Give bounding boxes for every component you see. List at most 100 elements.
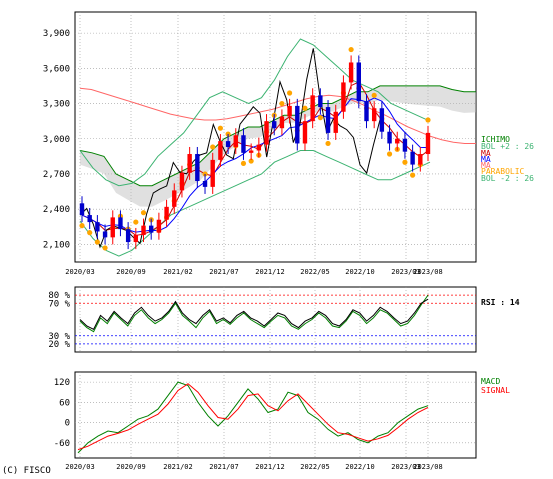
candle-body — [87, 215, 92, 223]
parabolic-dot — [371, 92, 377, 98]
macd-y-tick: 0 — [65, 419, 70, 429]
candle-body — [402, 138, 408, 152]
candle-body — [149, 225, 154, 233]
parabolic-dot — [140, 210, 147, 216]
parabolic-dot — [425, 117, 431, 123]
price-legend-entry: BOL -2 : 26 — [481, 174, 534, 183]
rsi-series-b — [79, 294, 429, 333]
candle-body — [302, 121, 308, 144]
parabolic-dot — [386, 151, 393, 157]
parabolic-dot — [133, 219, 139, 225]
candle-body — [164, 206, 169, 220]
candle-body — [418, 154, 423, 165]
candle-body — [133, 235, 139, 243]
bollinger-upper-line — [79, 38, 431, 187]
candle-body — [264, 121, 269, 145]
candle-body — [425, 132, 431, 155]
candle-body — [341, 82, 346, 112]
parabolic-dot — [279, 100, 285, 107]
rsi-frame — [74, 286, 477, 353]
candle-body — [279, 116, 285, 129]
candle-body — [179, 172, 185, 191]
macd-y-tick: -60 — [54, 439, 70, 449]
candle-body — [348, 62, 354, 83]
candle-body — [325, 107, 331, 133]
price-x-tick: 2020/03 — [65, 268, 95, 276]
price-x-tick: 2022/10 — [345, 268, 375, 276]
parabolic-dot — [217, 125, 223, 131]
price-x-tick: 2020/09 — [116, 268, 146, 276]
parabolic-dot — [402, 159, 408, 165]
macd-legend: MACD — [481, 377, 500, 386]
parabolic-dot — [94, 239, 100, 245]
signal-legend: SIGNAL — [481, 386, 510, 395]
candle-body — [310, 95, 315, 122]
price-y-tick: 2,100 — [43, 240, 70, 250]
candle-body — [102, 231, 108, 238]
candle-body — [156, 219, 162, 233]
parabolic-dot — [325, 140, 331, 147]
candle-body — [395, 138, 400, 144]
ichimoku-span-line — [79, 85, 476, 187]
macd-x-tick: 2021/02 — [163, 463, 193, 471]
price-legend-entry: ICHIMO — [481, 135, 510, 144]
candle-body — [118, 217, 123, 230]
parabolic-dot — [410, 172, 416, 178]
price-legend-entry: MA — [481, 149, 491, 158]
candle-body — [256, 144, 262, 151]
parabolic-dot — [79, 223, 85, 229]
macd-x-tick: 2022/05 — [300, 463, 330, 471]
rsi-series-a — [79, 298, 429, 330]
macd-x-tick: 2022/10 — [345, 463, 375, 471]
rsi-y-tick: 70 % — [48, 299, 70, 309]
candle-body — [110, 217, 115, 238]
candle-body — [172, 190, 177, 207]
parabolic-dot — [210, 144, 216, 150]
price-y-tick: 2,400 — [43, 205, 70, 215]
candle-body — [364, 101, 369, 122]
candle-body — [210, 159, 215, 187]
candle-body — [333, 111, 338, 133]
price-y-tick: 3,600 — [43, 64, 70, 74]
macd-x-tick: 2020/03 — [65, 463, 95, 471]
price-legend-entry: MA — [481, 161, 491, 170]
macd-x-tick: 2021/07 — [209, 463, 239, 471]
price-y-tick: 2,700 — [43, 170, 70, 180]
parabolic-dot — [248, 158, 254, 164]
candle-body — [225, 141, 231, 147]
macd-frame — [74, 371, 477, 459]
candle-body — [95, 222, 100, 232]
ichimoku-cloud — [80, 85, 476, 207]
candle-body — [202, 181, 208, 187]
candle-body — [410, 151, 415, 165]
price-legend-entry: PARABOLIC — [481, 167, 525, 176]
candle-body — [141, 225, 146, 236]
parabolic-dot — [348, 46, 354, 53]
copyright-text: (C) FISCO — [2, 466, 51, 476]
candle-body — [195, 154, 200, 182]
parabolic-dot — [302, 105, 308, 111]
parabolic-dot — [87, 230, 93, 236]
price-legend-entry: BOL +2 : 26 — [481, 142, 534, 151]
candle-body — [287, 105, 292, 117]
macd-y-tick: 60 — [59, 398, 70, 408]
candle-body — [371, 108, 377, 122]
macd-x-tick: 2020/09 — [116, 463, 146, 471]
macd-x-tick: 2023/08 — [413, 463, 443, 471]
price-x-tick: 2021/07 — [209, 268, 239, 276]
price-x-tick: 2021/12 — [255, 268, 285, 276]
parabolic-dot — [240, 160, 247, 167]
price-y-tick: 3,300 — [43, 100, 70, 110]
rsi-y-tick: 20 % — [48, 340, 70, 350]
candle-body — [356, 62, 361, 102]
price-x-tick: 2023/03 — [391, 268, 421, 276]
macd-line — [77, 381, 429, 454]
macd-x-tick: 2023/03 — [391, 463, 421, 471]
candle-body — [387, 131, 392, 144]
ma-long-line — [79, 87, 476, 144]
price-x-tick: 2022/05 — [300, 268, 330, 276]
candle-body — [241, 135, 246, 153]
parabolic-dot — [102, 245, 108, 251]
parabolic-dot — [287, 90, 293, 96]
signal-line — [77, 383, 429, 451]
